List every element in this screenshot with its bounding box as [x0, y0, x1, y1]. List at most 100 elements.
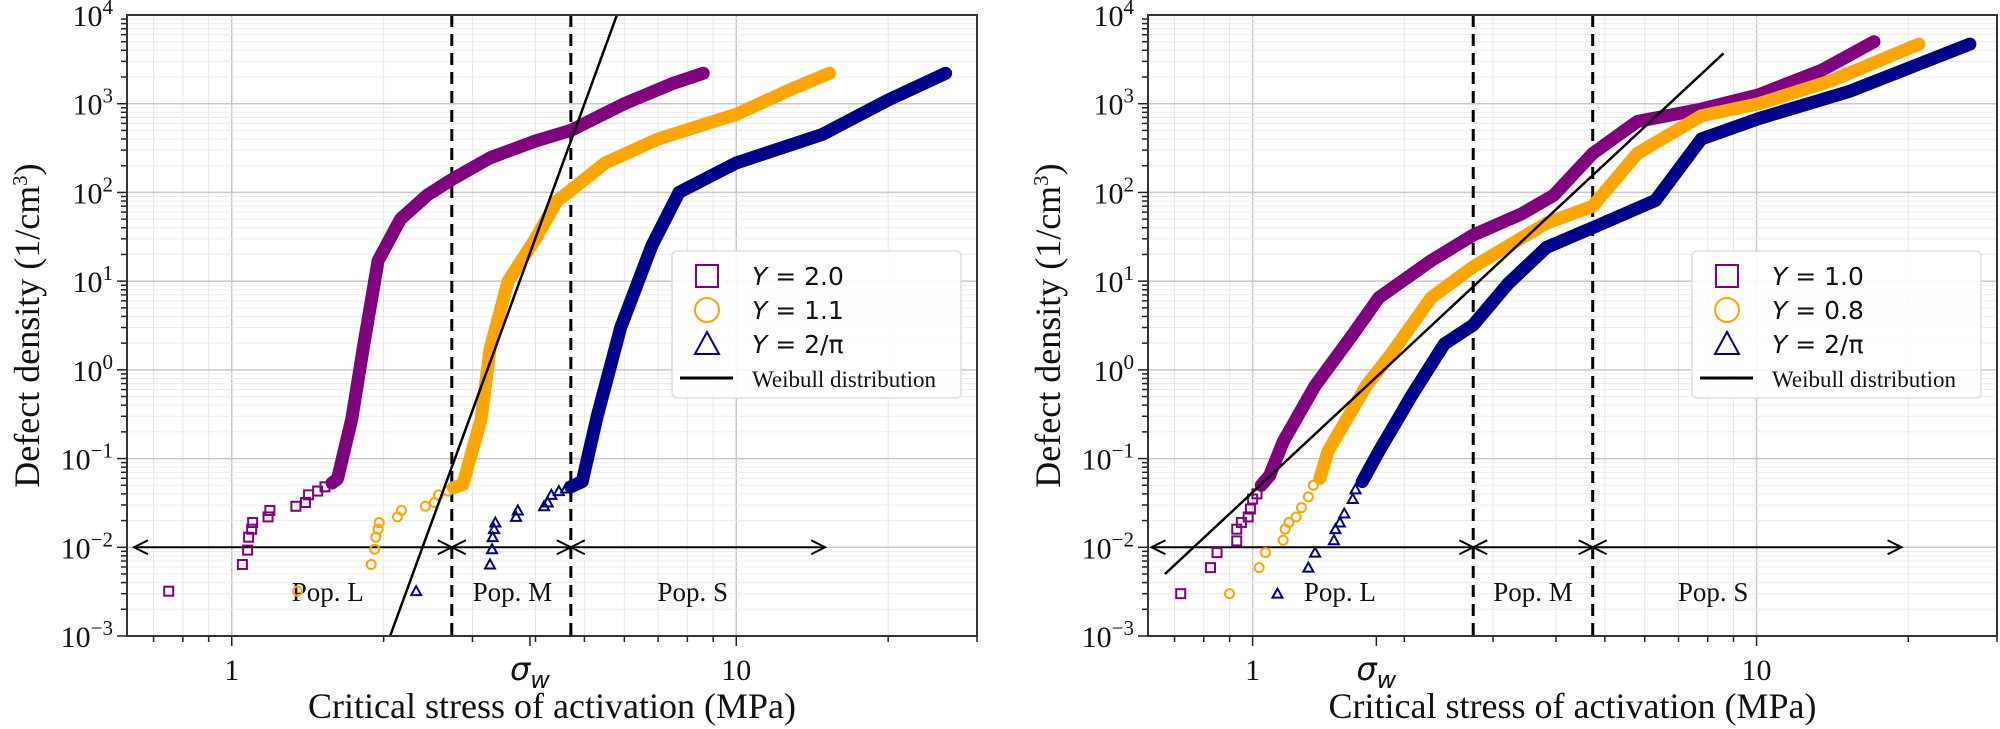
series-line — [388, 15, 619, 636]
data-point-triangle — [483, 557, 497, 570]
arrow-head-left — [1470, 539, 1488, 556]
legend-triangle-icon — [693, 329, 721, 355]
data-point-circle — [292, 585, 304, 597]
plot-frame — [126, 14, 978, 637]
x-tick-label: 10 — [1742, 654, 1772, 687]
y-tick-label: 10−1 — [1082, 439, 1134, 477]
series-dense-curve — [564, 66, 953, 494]
data-point-circle — [1283, 517, 1295, 529]
data-point-triangle — [488, 515, 503, 528]
data-point-square — [299, 496, 311, 508]
data-point-triangle — [487, 522, 501, 535]
arrow-head-left — [1149, 539, 1166, 556]
arrow-head-right — [810, 539, 828, 556]
population-label: Pop. M — [473, 577, 553, 607]
series-dense-curve — [446, 66, 836, 495]
legend: Y = 1.0 Y = 0.8 Y = 2/π Weibull distributio… — [1691, 250, 1982, 399]
x-tick-label: 10 — [721, 654, 751, 687]
data-point-triangle — [1328, 522, 1343, 535]
data-point-circle — [1307, 479, 1319, 491]
series-dense-curve — [325, 66, 710, 490]
y-tick-label: 102 — [73, 172, 114, 210]
data-point-triangle — [1270, 586, 1285, 599]
sigma-w-tick-label: σw — [1356, 650, 1396, 694]
y-axis-label: Defect density (1/cm3) — [1028, 163, 1068, 487]
data-point-circle — [373, 517, 385, 529]
data-point-circle — [1277, 534, 1289, 546]
data-point-circle — [1259, 547, 1271, 559]
x-tick-label: 1 — [224, 654, 239, 687]
data-point-circle — [1302, 491, 1314, 503]
data-point-triangle — [559, 481, 573, 494]
legend-label: Y = 2.0 — [752, 262, 844, 291]
data-point-square — [242, 544, 254, 556]
y-tick-label: 103 — [1094, 84, 1135, 122]
y-tick-label: 10−2 — [1082, 527, 1134, 565]
series-triangle — [409, 66, 953, 597]
legend-label: Y = 0.8 — [1772, 296, 1864, 325]
data-point-square — [264, 504, 276, 516]
data-point-triangle — [485, 530, 500, 543]
legend-circle-icon — [1714, 297, 1740, 323]
data-point-circle — [1253, 562, 1265, 574]
data-point-square — [1235, 517, 1247, 529]
population-label: Pop. L — [1304, 577, 1376, 607]
data-point-square — [246, 523, 258, 535]
sigma-w-tick-label: σw — [510, 650, 550, 694]
data-point-triangle — [1348, 482, 1363, 495]
arrow-head-right — [1887, 539, 1904, 556]
arrow-head-left — [568, 539, 586, 556]
population-label: Pop. L — [292, 577, 364, 607]
plot-content: Pop. L Pop. M Pop. S — [131, 15, 953, 636]
arrow-head-left — [449, 539, 467, 556]
population-label: Pop. M — [1493, 577, 1573, 607]
data-point-triangle — [1337, 506, 1351, 519]
legend-label: Weibull distribution — [752, 367, 937, 392]
series-square — [163, 66, 710, 597]
legend-label: Y = 2/π — [1772, 330, 1864, 359]
data-point-square — [262, 511, 274, 523]
series-dense-curve — [1355, 37, 1977, 489]
series-line — [1164, 52, 1725, 575]
data-point-circle — [395, 504, 407, 516]
plot-content: Pop. L Pop. M Pop. S — [1149, 15, 1977, 636]
chart-2: 10−3 10−2 10−1 100 101 102 103 104 1 10 σwCritical… — [1028, 0, 1998, 726]
y-tick-label: 104 — [73, 0, 114, 33]
data-point-triangle — [1333, 515, 1347, 528]
data-point-circle — [1224, 588, 1236, 600]
legend-label: Y = 1.1 — [752, 296, 844, 325]
data-point-square — [1231, 535, 1243, 547]
data-point-square — [247, 517, 259, 529]
data-point-square — [1242, 511, 1254, 523]
data-point-square — [1175, 588, 1187, 600]
y-tick-label: 100 — [1094, 350, 1135, 388]
legend-box — [671, 250, 962, 399]
data-point-square — [163, 585, 175, 597]
data-point-triangle — [1308, 545, 1322, 558]
data-point-triangle — [485, 542, 499, 555]
data-point-square — [1205, 562, 1217, 574]
chart-1: 10−3 10−2 10−1 100 101 102 103 104 1 10 σwCritical… — [7, 0, 978, 726]
series-circle — [292, 66, 836, 597]
y-tick-label: 101 — [73, 261, 114, 299]
legend-label: Weibull distribution — [1772, 367, 1957, 392]
legend-triangle-icon — [1713, 329, 1741, 355]
legend-box — [1691, 250, 1982, 399]
arrow-head-left — [131, 539, 149, 556]
legend-square-icon — [695, 264, 719, 288]
data-point-circle — [369, 543, 381, 555]
data-point-circle — [419, 500, 431, 512]
data-point-triangle — [541, 495, 555, 508]
y-tick-label: 103 — [73, 84, 114, 122]
legend-label: Y = 1.0 — [1772, 262, 1864, 291]
population-label: Pop. S — [1678, 577, 1749, 607]
grid — [1138, 15, 1998, 646]
y-tick-label: 10−2 — [61, 527, 113, 565]
data-point-square — [1211, 547, 1223, 559]
legend: Y = 2.0 Y = 1.1 Y = 2/π Weibull distributio… — [671, 250, 962, 399]
data-point-square — [319, 481, 331, 493]
weibull-distribution-line — [1164, 52, 1725, 575]
y-tick-label: 10−3 — [61, 616, 113, 654]
arrow-head-left — [1590, 539, 1608, 556]
